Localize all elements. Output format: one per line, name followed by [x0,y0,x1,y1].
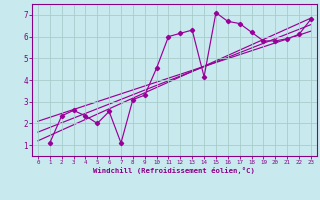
X-axis label: Windchill (Refroidissement éolien,°C): Windchill (Refroidissement éolien,°C) [93,167,255,174]
